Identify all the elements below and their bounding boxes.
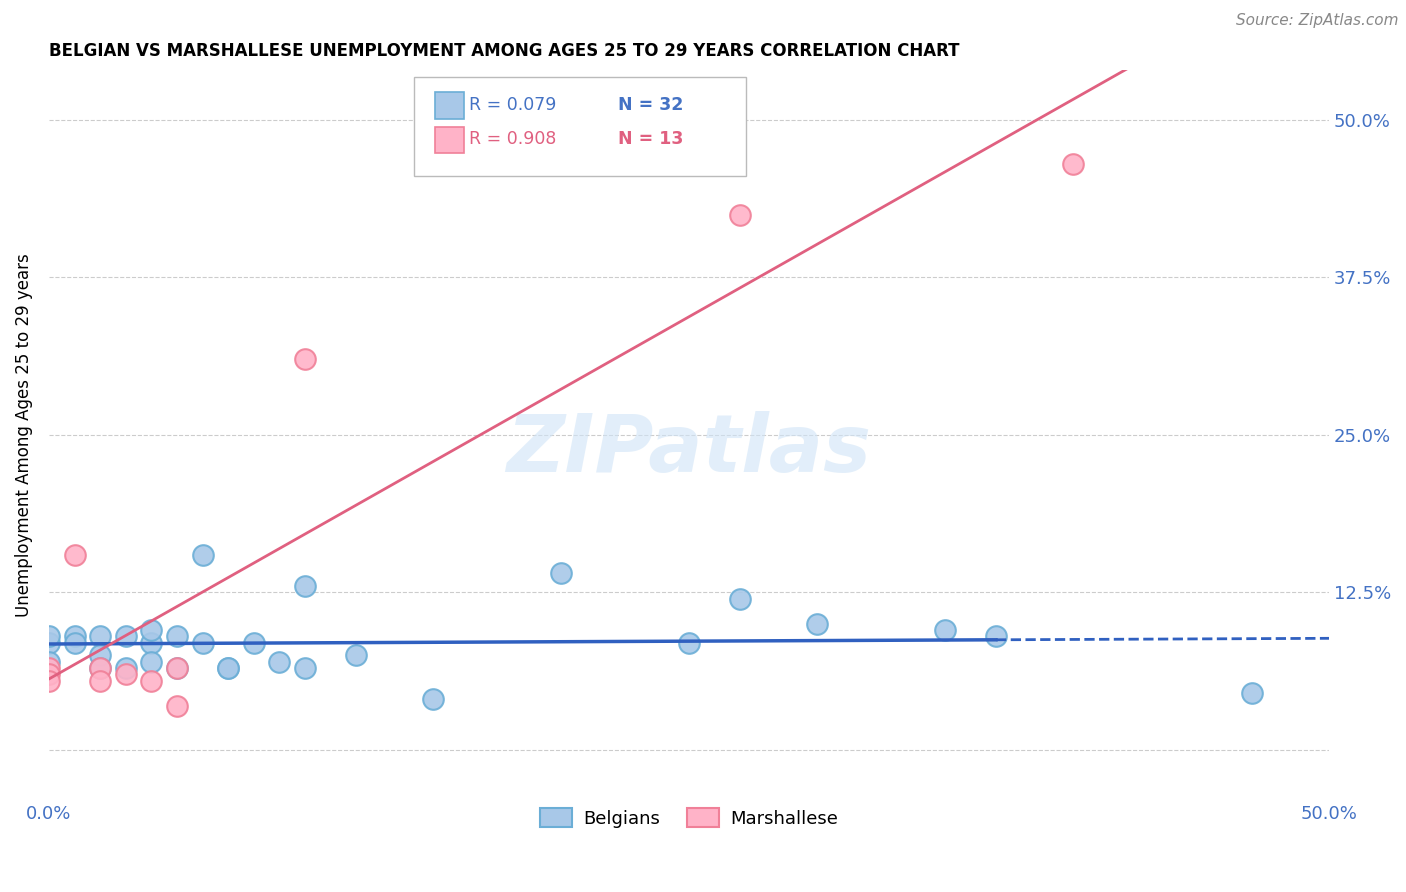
Point bbox=[984, 630, 1007, 644]
Point bbox=[728, 591, 751, 606]
Point bbox=[191, 636, 214, 650]
Point bbox=[89, 648, 111, 663]
Text: Source: ZipAtlas.com: Source: ZipAtlas.com bbox=[1236, 13, 1399, 29]
FancyBboxPatch shape bbox=[413, 77, 747, 176]
Text: N = 32: N = 32 bbox=[619, 96, 683, 114]
Point bbox=[294, 661, 316, 675]
Point bbox=[114, 661, 136, 675]
Point bbox=[141, 636, 163, 650]
Point bbox=[269, 655, 291, 669]
Point bbox=[114, 667, 136, 681]
Point bbox=[114, 630, 136, 644]
Text: N = 13: N = 13 bbox=[619, 130, 683, 148]
Point bbox=[191, 548, 214, 562]
Point bbox=[63, 636, 86, 650]
Point bbox=[89, 661, 111, 675]
Text: BELGIAN VS MARSHALLESE UNEMPLOYMENT AMONG AGES 25 TO 29 YEARS CORRELATION CHART: BELGIAN VS MARSHALLESE UNEMPLOYMENT AMON… bbox=[49, 42, 959, 60]
Point bbox=[89, 630, 111, 644]
Text: R = 0.908: R = 0.908 bbox=[468, 130, 557, 148]
Point bbox=[344, 648, 367, 663]
Point bbox=[728, 207, 751, 221]
Point bbox=[1240, 686, 1263, 700]
Text: R = 0.079: R = 0.079 bbox=[468, 96, 557, 114]
FancyBboxPatch shape bbox=[436, 92, 464, 119]
Point bbox=[678, 636, 700, 650]
Point bbox=[242, 636, 264, 650]
Legend: Belgians, Marshallese: Belgians, Marshallese bbox=[533, 801, 845, 835]
Point bbox=[89, 673, 111, 688]
Point bbox=[38, 661, 60, 675]
Point bbox=[422, 692, 444, 706]
Y-axis label: Unemployment Among Ages 25 to 29 years: Unemployment Among Ages 25 to 29 years bbox=[15, 253, 32, 616]
Point bbox=[141, 655, 163, 669]
Point bbox=[38, 630, 60, 644]
Point bbox=[38, 673, 60, 688]
Text: ZIPatlas: ZIPatlas bbox=[506, 410, 872, 489]
Point bbox=[141, 623, 163, 637]
Point bbox=[141, 673, 163, 688]
Point bbox=[166, 661, 188, 675]
Point bbox=[38, 655, 60, 669]
Point bbox=[166, 661, 188, 675]
FancyBboxPatch shape bbox=[436, 127, 464, 153]
Point bbox=[934, 623, 956, 637]
Point bbox=[217, 661, 239, 675]
Point bbox=[294, 352, 316, 367]
Point bbox=[63, 548, 86, 562]
Point bbox=[1062, 157, 1084, 171]
Point bbox=[550, 566, 572, 581]
Point bbox=[217, 661, 239, 675]
Point bbox=[38, 667, 60, 681]
Point bbox=[89, 661, 111, 675]
Point bbox=[38, 636, 60, 650]
Point bbox=[806, 616, 828, 631]
Point bbox=[63, 630, 86, 644]
Point bbox=[294, 579, 316, 593]
Point bbox=[166, 698, 188, 713]
Point bbox=[166, 630, 188, 644]
